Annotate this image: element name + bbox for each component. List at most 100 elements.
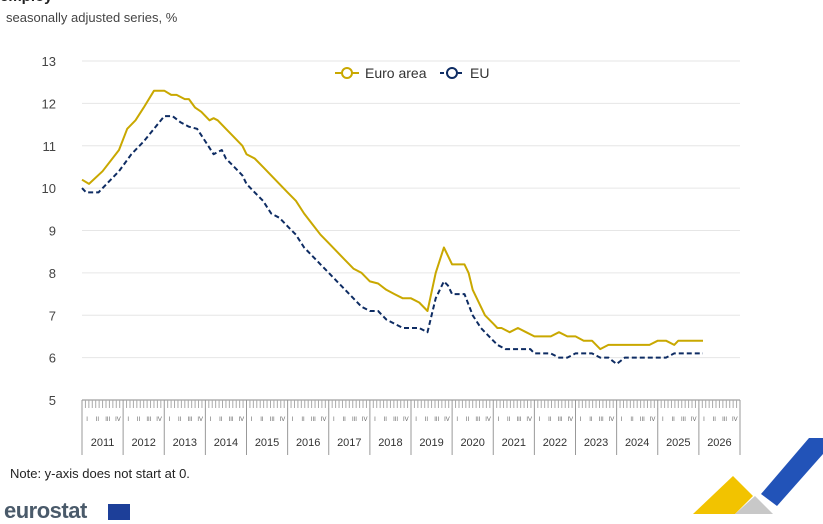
year-label: 2026 (707, 437, 731, 449)
y-tick-label: 7 (49, 308, 56, 323)
quarter-tick-label: I (169, 417, 171, 423)
y-tick-label: 6 (49, 351, 56, 366)
eu-flag-icon (108, 504, 130, 520)
quarter-tick-label: III (434, 417, 439, 423)
quarter-tick-label: III (105, 417, 110, 423)
quarter-tick-label: II (466, 417, 470, 423)
quarter-tick-label: IV (362, 417, 368, 423)
year-label: 2017 (337, 437, 361, 449)
grid-lines (82, 60, 740, 401)
legend-label-eu: EU (470, 65, 489, 81)
quarter-tick-label: I (621, 417, 623, 423)
y-tick-label: 12 (42, 96, 56, 111)
quarter-tick-label: IV (403, 417, 409, 423)
y-tick-label: 11 (43, 139, 57, 154)
quarter-tick-label: IV (444, 417, 450, 423)
quarter-tick-label: IV (650, 417, 656, 423)
series-lines (81, 89, 703, 365)
quarter-tick-label: IV (568, 417, 574, 423)
quarter-tick-label: III (516, 417, 521, 423)
quarter-tick-label: IV (197, 417, 203, 423)
chart-legend[interactable]: Euro area EU (335, 65, 489, 81)
quarter-tick-label: II (384, 417, 388, 423)
quarter-tick-label: I (580, 417, 582, 423)
quarter-tick-label: I (415, 417, 417, 423)
quarter-tick-label: III (311, 417, 316, 423)
quarter-tick-label: IV (280, 417, 286, 423)
quarter-tick-label: III (475, 417, 480, 423)
year-label: 2012 (131, 437, 155, 449)
quarter-tick-label: II (425, 417, 429, 423)
quarter-tick-label: I (333, 417, 335, 423)
quarter-tick-label: II (507, 417, 511, 423)
quarter-tick-label: II (219, 417, 223, 423)
quarter-tick-label: III (393, 417, 398, 423)
quarter-tick-label: IV (526, 417, 532, 423)
quarter-tick-label: I (456, 417, 458, 423)
quarter-tick-label: IV (691, 417, 697, 423)
year-label: 2024 (625, 437, 649, 449)
year-label: 2013 (173, 437, 197, 449)
year-label: 2016 (296, 437, 320, 449)
eurostat-logo: eurostat (4, 498, 87, 523)
year-label: 2022 (543, 437, 567, 449)
quarter-tick-label: II (178, 417, 182, 423)
quarter-tick-label: III (722, 417, 727, 423)
chart-title-fragment: employ (0, 0, 53, 5)
y-tick-label: 10 (42, 181, 56, 196)
year-label: 2019 (419, 437, 443, 449)
year-label: 2021 (502, 437, 526, 449)
quarter-tick-label: IV (609, 417, 615, 423)
year-label: 2014 (214, 437, 238, 449)
quarter-tick-label: II (713, 417, 717, 423)
quarter-tick-label: III (229, 417, 234, 423)
quarter-tick-label: I (210, 417, 212, 423)
quarter-tick-label: IV (321, 417, 327, 423)
quarter-tick-label: I (662, 417, 664, 423)
legend-marker-eu (446, 67, 458, 79)
year-label: 2015 (255, 437, 279, 449)
quarter-tick-label: III (640, 417, 645, 423)
quarter-tick-label: II (672, 417, 676, 423)
quarter-tick-label: IV (732, 417, 738, 423)
y-tick-label: 13 (42, 54, 56, 69)
legend-label-euro-area: Euro area (365, 65, 427, 81)
y-tick-label: 8 (49, 266, 56, 281)
quarter-tick-label: I (539, 417, 541, 423)
quarter-tick-label: II (96, 417, 100, 423)
quarter-tick-label: III (270, 417, 275, 423)
quarter-tick-label: I (498, 417, 500, 423)
legend-marker-euro-area (341, 67, 353, 79)
quarter-tick-label: I (703, 417, 705, 423)
quarter-tick-label: III (352, 417, 357, 423)
quarter-tick-label: IV (115, 417, 121, 423)
year-label: 2020 (460, 437, 484, 449)
quarter-tick-label: I (127, 417, 129, 423)
quarter-tick-label: II (260, 417, 264, 423)
quarter-tick-label: IV (239, 417, 245, 423)
chart-note: Note: y-axis does not start at 0. (10, 466, 190, 481)
series-line-euro-area (81, 89, 703, 351)
quarter-tick-label: II (589, 417, 593, 423)
quarter-tick-label: III (146, 417, 151, 423)
quarter-tick-label: II (548, 417, 552, 423)
quarter-tick-label: I (292, 417, 294, 423)
chart-subtitle: seasonally adjusted series, % (6, 10, 178, 25)
quarter-tick-label: II (301, 417, 305, 423)
quarter-tick-label: IV (485, 417, 491, 423)
quarter-tick-label: IV (156, 417, 162, 423)
quarter-tick-label: I (251, 417, 253, 423)
year-label: 2011 (91, 437, 115, 449)
y-tick-label: 9 (49, 224, 56, 239)
quarter-tick-label: I (86, 417, 88, 423)
y-tick-label: 5 (49, 393, 56, 408)
year-label: 2018 (378, 437, 402, 449)
quarter-tick-label: II (630, 417, 634, 423)
quarter-tick-label: III (558, 417, 563, 423)
quarter-tick-label: III (681, 417, 686, 423)
series-line-eu (81, 115, 703, 365)
decorative-stripes-icon (693, 438, 823, 514)
quarter-tick-label: III (187, 417, 192, 423)
